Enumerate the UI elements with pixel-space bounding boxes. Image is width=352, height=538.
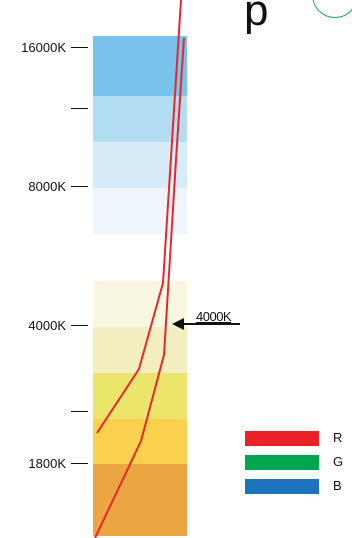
band-light-blue [93, 96, 187, 142]
band-deep-blue [93, 36, 187, 96]
legend-swatch-b [245, 479, 319, 494]
tick-mark [71, 325, 88, 326]
band-orange [93, 464, 187, 536]
red-curve-left [96, 0, 182, 434]
tick-mark [71, 186, 88, 187]
tick-mark [71, 108, 88, 109]
tick-mark [71, 411, 88, 412]
tick-label-16000k: 16000K [21, 40, 66, 55]
legend-label-r: R [333, 430, 343, 445]
tick-label-8000k: 8000K [28, 179, 66, 194]
tick-mark [71, 463, 88, 464]
tick-label-1800k: 1800K [28, 456, 66, 471]
band-faint-yellow [93, 281, 187, 327]
callout-label-4000k: 4000K [196, 309, 232, 324]
tick-label-4000k: 4000K [28, 318, 66, 333]
legend-label-b: B [333, 478, 342, 493]
red-curve-right [94, 37, 185, 538]
band-yellow [93, 373, 187, 419]
legend-swatch-g [245, 455, 319, 470]
legend-label-g: G [333, 454, 344, 469]
top-text-fragment: p [244, 0, 269, 35]
legend-swatch-r [245, 431, 319, 446]
tick-mark [71, 47, 88, 48]
callout-arrow-head [172, 318, 184, 330]
